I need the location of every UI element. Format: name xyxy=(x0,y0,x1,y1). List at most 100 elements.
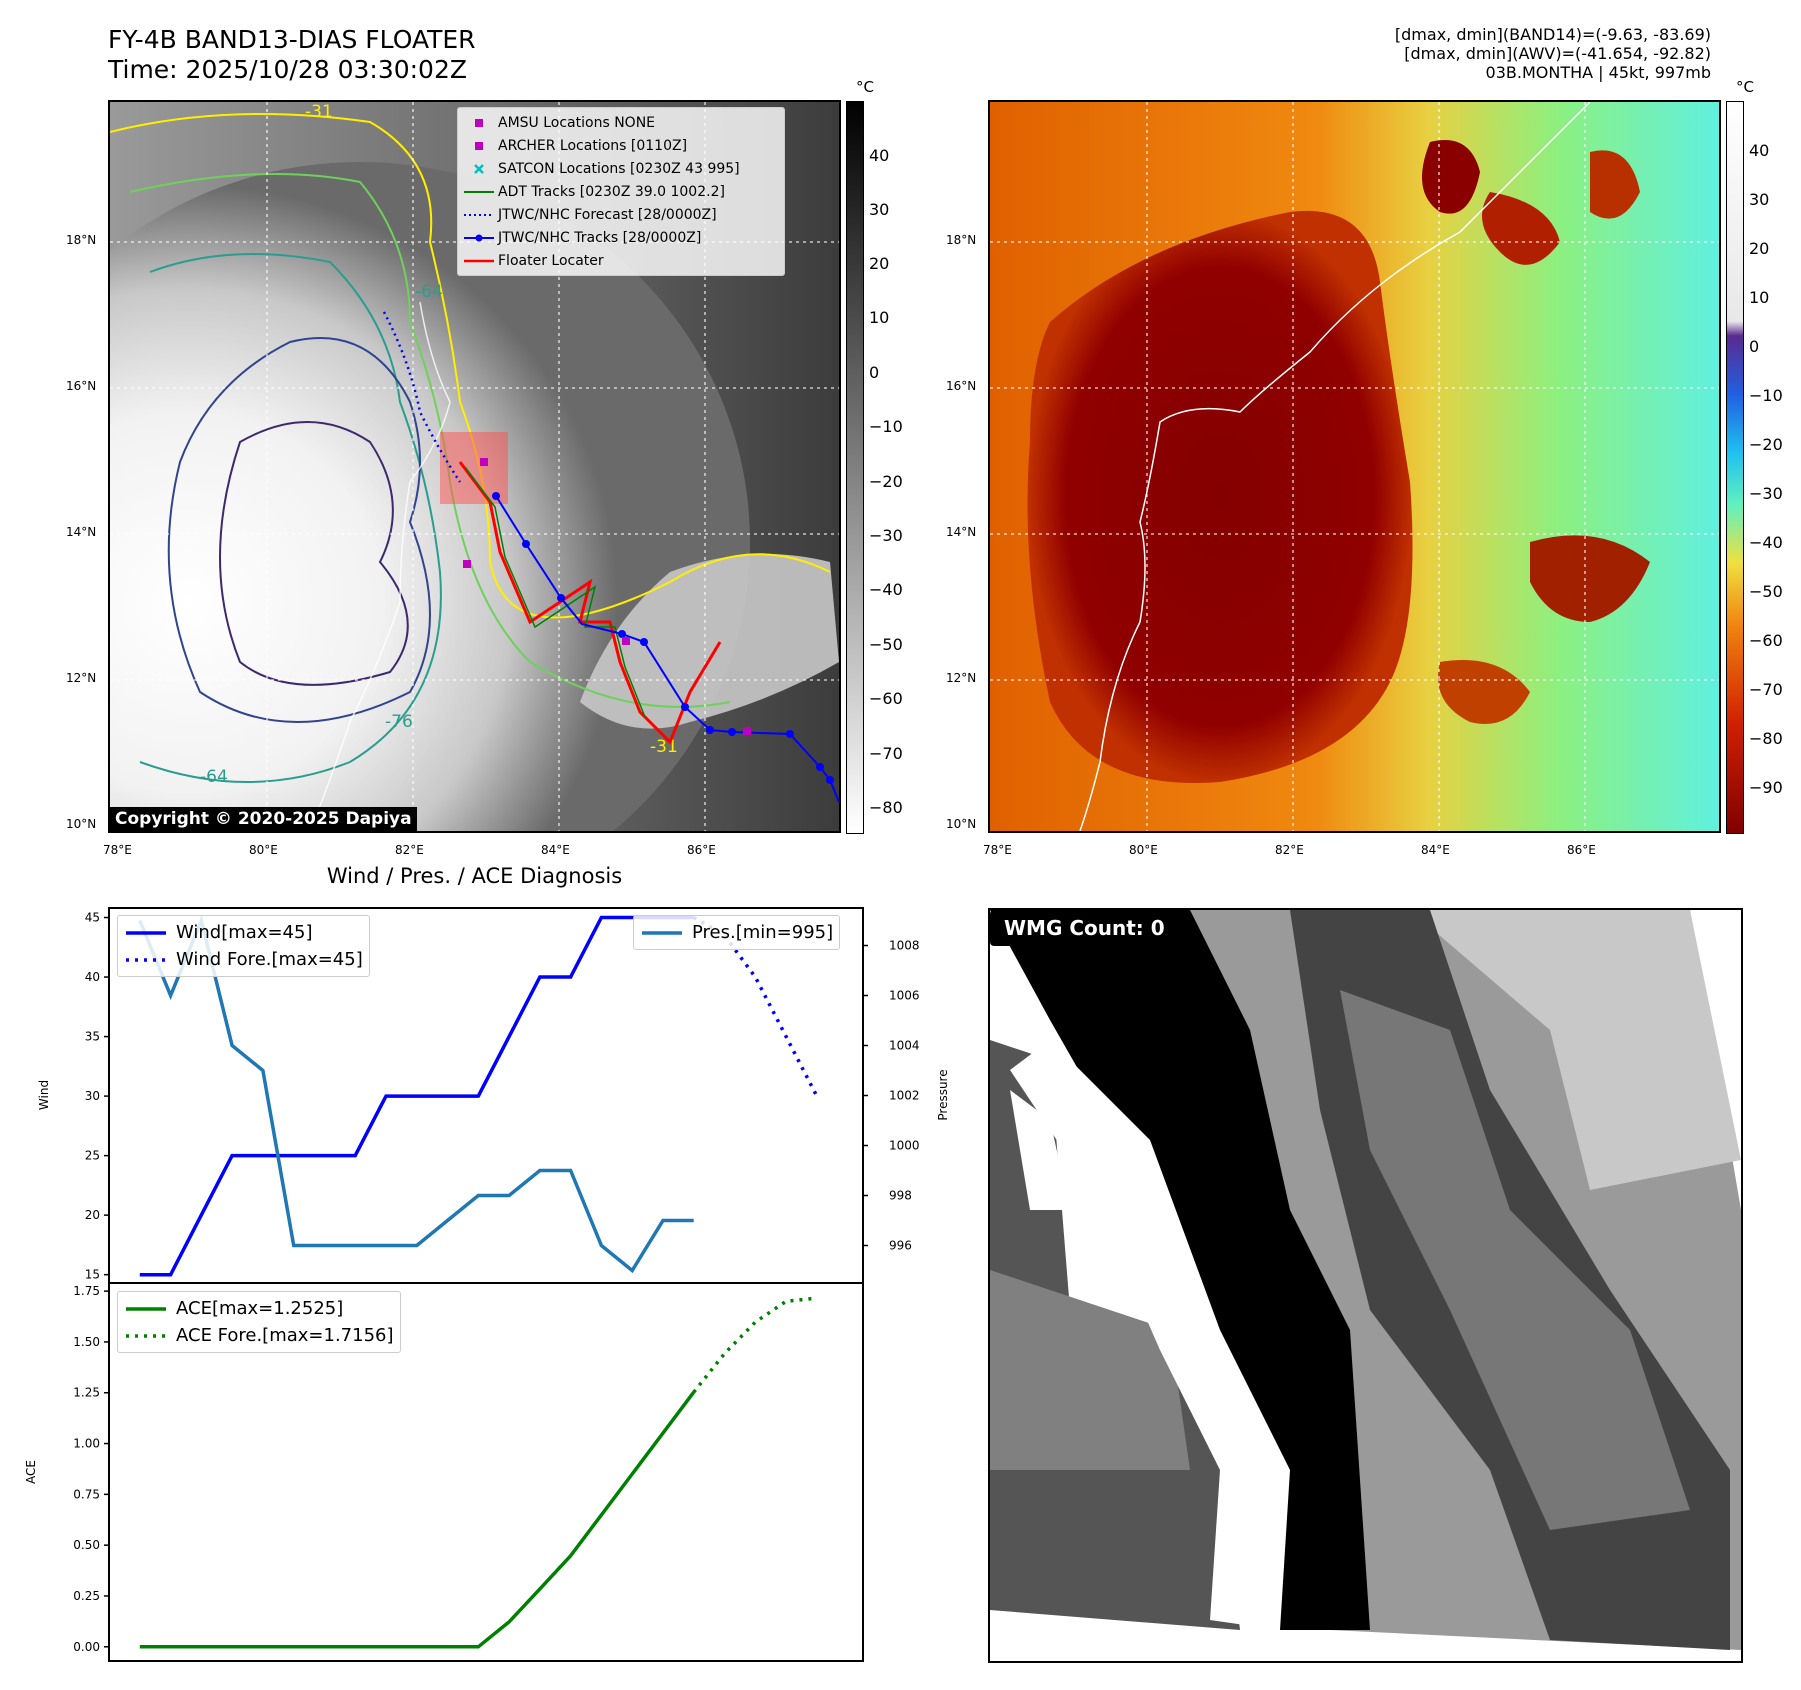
ir-colorbar-tick: 0 xyxy=(869,363,880,382)
ir-lon-label: 80°E xyxy=(249,843,278,857)
wind-y-tick-label: 20 xyxy=(85,1208,100,1222)
pressure-y-tick-label: 1008 xyxy=(889,939,920,953)
ir-colorbar-tick: 40 xyxy=(869,146,890,165)
awv-colorbar-tick: −90 xyxy=(1749,778,1783,797)
awv-colorbar-tick: −70 xyxy=(1749,680,1783,699)
ace-legend: ACE[max=1.2525] ACE Fore.[max=1.7156] xyxy=(117,1291,401,1353)
awv-colorbar-tick: 0 xyxy=(1749,337,1760,356)
floater-locator-track xyxy=(458,461,722,745)
ace-y-ticks: 0.00 0.25 0.50 0.75 1.00 1.25 1.50 1.75 xyxy=(73,1284,109,1654)
awv-image-svg xyxy=(990,102,1719,831)
contour-label: -64 xyxy=(415,282,443,302)
awv-colorbar-tick: −20 xyxy=(1749,435,1783,454)
wind-y-tick-label: 30 xyxy=(85,1089,100,1103)
contour-label: -64 xyxy=(200,767,228,787)
info-band14-range: [dmax, dmin](BAND14)=(-9.63, -83.69) xyxy=(1394,25,1711,44)
legend-item-wind-forecast: Wind Fore.[max=45] xyxy=(126,949,363,970)
ace-forecast-series-line xyxy=(692,1296,817,1394)
wind-y-tick-label: 45 xyxy=(85,911,100,925)
pressure-y-tick-label: 998 xyxy=(889,1189,912,1203)
awv-lon-label: 80°E xyxy=(1129,843,1158,857)
legend-item-archer: ARCHER Locations [0110Z] xyxy=(462,134,780,157)
contour-label: -76 xyxy=(385,712,413,732)
legend-item-ace-forecast: ACE Fore.[max=1.7156] xyxy=(126,1325,394,1346)
awv-lon-label: 86°E xyxy=(1567,843,1596,857)
diagnosis-chart-svg: 15 20 25 30 35 40 45 996 998 1000 1002 1004 1006 100… xyxy=(24,907,950,1662)
ir-lon-label: 82°E xyxy=(395,843,424,857)
pressure-y-tick-label: 996 xyxy=(889,1239,912,1253)
contour-label: -31 xyxy=(305,102,333,122)
ace-axis-label: ACE xyxy=(24,1460,38,1484)
awv-colorbar-tick: −30 xyxy=(1749,484,1783,503)
ir-lat-label: 12°N xyxy=(66,671,97,685)
awv-colorbar-tick: −10 xyxy=(1749,386,1783,405)
ace-y-tick-label: 0.75 xyxy=(73,1487,100,1501)
ir-colorbar-tick: 30 xyxy=(869,200,890,219)
ir-colorbar-tick: −10 xyxy=(869,417,903,436)
ir-colorbar-tick: 20 xyxy=(869,254,890,273)
wmg-count-label: WMG Count: 0 xyxy=(990,910,1179,946)
pressure-y-tick-label: 1002 xyxy=(889,1089,920,1103)
awv-lon-label: 82°E xyxy=(1275,843,1304,857)
awv-colorbar xyxy=(1726,101,1744,834)
legend-item-wind: Wind[max=45] xyxy=(126,922,313,943)
info-awv-range: [dmax, dmin](AWV)=(-41.654, -92.82) xyxy=(1404,44,1711,63)
ir-lat-label: 18°N xyxy=(66,233,97,247)
ace-y-tick-label: 1.00 xyxy=(73,1437,100,1451)
ir-lon-label: 78°E xyxy=(103,843,132,857)
ace-y-tick-label: 1.75 xyxy=(73,1284,100,1298)
ir-satellite-panel: -64 -76 -64 -31 -31 xyxy=(108,100,841,833)
ace-y-tick-label: 0.50 xyxy=(73,1538,100,1552)
pressure-y-tick-label: 1000 xyxy=(889,1139,920,1153)
awv-satellite-panel xyxy=(988,100,1721,833)
awv-lat-label: 18°N xyxy=(946,233,977,247)
ace-y-tick-label: 0.00 xyxy=(73,1640,100,1654)
legend-item-amsu: AMSU Locations NONE xyxy=(462,111,780,134)
wmg-panel: WMG Count: 0 xyxy=(988,908,1743,1663)
awv-colorbar-unit: °C xyxy=(1736,78,1754,96)
awv-lat-label: 10°N xyxy=(946,817,977,831)
ir-lon-label: 86°E xyxy=(687,843,716,857)
legend-item-satcon: SATCON Locations [0230Z 43 995] xyxy=(462,157,780,180)
jtwc-forecast-track xyxy=(382,311,462,483)
ir-colorbar-tick: −70 xyxy=(869,744,903,763)
awv-lon-label: 78°E xyxy=(983,843,1012,857)
ir-lon-label: 84°E xyxy=(541,843,570,857)
legend-item-jtwc-forecast: JTWC/NHC Forecast [28/0000Z] xyxy=(464,206,717,223)
figure-title-line1: FY-4B BAND13-DIAS FLOATER xyxy=(108,25,476,54)
pressure-y-tick-label: 1004 xyxy=(889,1039,920,1053)
wind-y-tick-label: 35 xyxy=(85,1030,100,1044)
ir-colorbar-tick: −40 xyxy=(869,580,903,599)
legend-item-pressure: Pres.[min=995] xyxy=(642,922,834,943)
pressure-y-tick-label: 1006 xyxy=(889,989,920,1003)
wind-legend: Wind[max=45] Wind Fore.[max=45] xyxy=(117,915,370,977)
ace-y-tick-label: 0.25 xyxy=(73,1589,100,1603)
awv-colorbar-tick: −60 xyxy=(1749,631,1783,650)
ir-colorbar-tick: −50 xyxy=(869,635,903,654)
wind-axis-label: Wind xyxy=(37,1080,51,1110)
diagnosis-title: Wind / Pres. / ACE Diagnosis xyxy=(326,864,623,888)
awv-lat-label: 14°N xyxy=(946,525,977,539)
pressure-series-line xyxy=(138,914,694,1274)
adt-track xyxy=(464,466,646,718)
awv-lon-label: 84°E xyxy=(1421,843,1450,857)
awv-colorbar-tick: −80 xyxy=(1749,729,1783,748)
pressure-legend: Pres.[min=995] xyxy=(633,915,841,950)
ir-colorbar xyxy=(846,101,864,834)
ir-colorbar-tick: −80 xyxy=(869,798,903,817)
wind-y-tick-label: 15 xyxy=(85,1268,100,1282)
ir-lat-label: 10°N xyxy=(66,817,97,831)
wind-y-tick-label: 40 xyxy=(85,970,100,984)
pressure-axis-label: Pressure xyxy=(936,1069,950,1120)
legend-item-ace: ACE[max=1.2525] xyxy=(126,1298,344,1319)
wmg-image-svg xyxy=(990,910,1741,1661)
ir-colorbar-tick: −60 xyxy=(869,689,903,708)
wind-y-tick-label: 25 xyxy=(85,1149,100,1163)
copyright-label: Copyright © 2020-2025 Dapiya xyxy=(110,807,417,831)
ir-legend: AMSU Locations NONE ARCHER Locations [01… xyxy=(457,107,785,276)
wind-series-line xyxy=(139,915,694,1277)
ace-axes xyxy=(108,1282,864,1662)
legend-item-adt: ADT Tracks [0230Z 39.0 1002.2] xyxy=(464,183,725,200)
ir-colorbar-tick: −30 xyxy=(869,526,903,545)
contour-label: -31 xyxy=(650,737,678,757)
